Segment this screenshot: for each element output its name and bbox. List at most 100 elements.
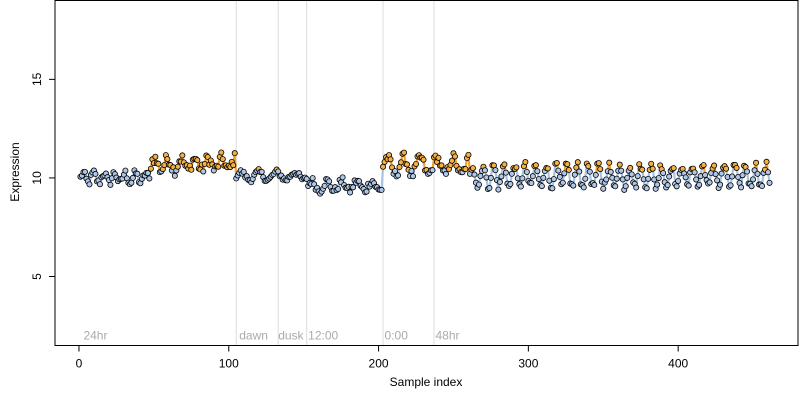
data-point (401, 149, 408, 156)
data-point (508, 170, 515, 177)
data-point (532, 162, 539, 169)
data-point (595, 160, 602, 167)
data-point (733, 164, 740, 171)
segment-label: 0:00 (385, 329, 409, 343)
data-point (429, 167, 436, 174)
data-point (523, 168, 530, 175)
data-point (534, 168, 541, 175)
data-point (634, 173, 641, 180)
data-point (660, 170, 667, 177)
data-point (147, 165, 154, 172)
data-point (378, 186, 385, 193)
data-point (729, 173, 736, 180)
data-point (570, 182, 577, 189)
segment-label: 24hr (83, 329, 107, 343)
data-point (363, 188, 370, 195)
data-point (565, 166, 572, 173)
segment-label: dawn (239, 329, 268, 343)
data-point (413, 160, 420, 167)
data-point (122, 167, 129, 174)
data-point (571, 171, 578, 178)
data-point (585, 163, 592, 170)
data-point (517, 183, 524, 190)
data-point (529, 173, 536, 180)
data-point (555, 167, 562, 174)
data-point (643, 185, 650, 192)
data-point (759, 183, 766, 190)
data-point (146, 175, 153, 182)
x-axis: 0 100 200 300 400 (76, 345, 688, 371)
data-point (750, 176, 757, 183)
data-point (685, 182, 692, 189)
data-point (753, 159, 760, 166)
data-point (528, 180, 535, 187)
data-point (616, 161, 623, 168)
data-point (339, 174, 346, 181)
data-point (392, 168, 399, 175)
data-point (682, 174, 689, 181)
data-point (128, 179, 135, 186)
segment-annotations: 24hr dawn dusk 12:00 0:00 48hr (83, 329, 459, 343)
data-point (714, 177, 721, 184)
data-point (693, 176, 700, 183)
data-point (628, 171, 635, 178)
data-point (648, 160, 655, 167)
x-tick-label: 200 (369, 357, 389, 371)
data-point (81, 168, 88, 175)
data-point (155, 160, 162, 167)
data-point (408, 167, 415, 174)
data-point (754, 170, 761, 177)
data-point (258, 168, 265, 175)
data-point (654, 181, 661, 188)
data-point (303, 175, 310, 182)
data-point (309, 175, 316, 182)
segment-label: 12:00 (308, 329, 338, 343)
data-point (321, 182, 328, 189)
data-point (597, 166, 604, 173)
series-line-segment (380, 166, 385, 190)
data-point (540, 174, 547, 181)
data-point (475, 181, 482, 188)
data-point (645, 175, 652, 182)
data-point (591, 181, 598, 188)
data-point (748, 183, 755, 190)
data-point (152, 153, 159, 160)
data-point (600, 185, 607, 192)
y-tick-label: 15 (30, 72, 44, 86)
data-point (649, 165, 656, 172)
data-point (230, 162, 237, 169)
data-point (763, 158, 770, 165)
data-point (727, 182, 734, 189)
data-point (502, 169, 509, 176)
data-point (129, 174, 136, 181)
segment-label: 48hr (435, 329, 459, 343)
data-point (326, 178, 333, 185)
data-point (495, 186, 502, 193)
data-point (706, 179, 713, 186)
data-point (107, 181, 114, 188)
data-point (92, 170, 99, 177)
data-point (469, 165, 476, 172)
data-point (471, 171, 478, 178)
data-point (215, 163, 222, 170)
data-point (188, 166, 195, 173)
data-point (435, 154, 442, 161)
y-axis: 5 10 15 (30, 72, 56, 280)
data-point (513, 164, 520, 171)
data-point (664, 182, 671, 189)
data-point (144, 170, 151, 177)
data-point (592, 171, 599, 178)
data-point (633, 184, 640, 191)
y-axis-title: Expression (8, 142, 22, 201)
data-point (174, 163, 181, 170)
data-point (700, 162, 707, 169)
data-point (627, 164, 634, 171)
data-point (507, 181, 514, 188)
data-point (553, 159, 560, 166)
data-point (765, 169, 772, 176)
data-point (550, 176, 557, 183)
data-point (564, 161, 571, 168)
data-point (487, 174, 494, 181)
data-point (691, 169, 698, 176)
